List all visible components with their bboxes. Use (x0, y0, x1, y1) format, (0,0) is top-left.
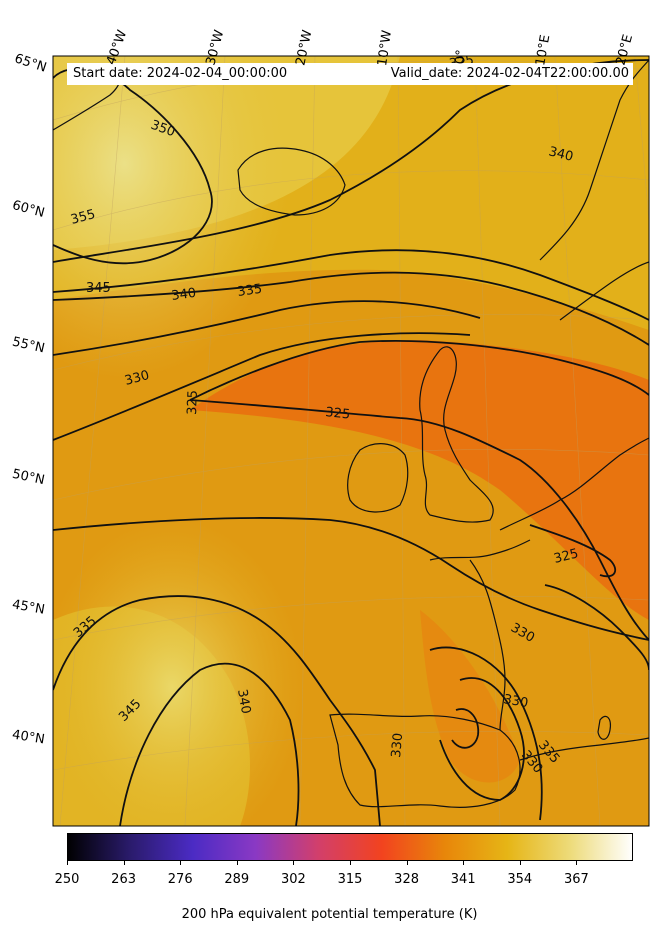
start-date-text: Start date: 2024-02-04_00:00:00 (73, 66, 288, 81)
colorbar-tick-label: 289 (224, 872, 250, 887)
colorbar-tick-mark (123, 861, 125, 865)
colorbar-tick-mark (293, 861, 295, 865)
colorbar-tick-label: 302 (280, 872, 306, 887)
contour-label: 330 (123, 368, 151, 389)
contour-label: 325 (552, 546, 580, 567)
contour-label: 340 (170, 286, 197, 304)
map-frame (52, 55, 650, 827)
contour-label: 340 (234, 688, 253, 715)
colorbar-tick-mark (576, 861, 578, 865)
colorbar-tick-label: 250 (54, 872, 80, 887)
map-field: 350 355 345 340 335 330 325 325 340 325 … (53, 56, 649, 826)
colorbar (67, 833, 633, 861)
colorbar-tick-mark (180, 861, 182, 865)
colorbar-tick-mark (519, 861, 521, 865)
colorbar-tick-label: 341 (450, 872, 476, 887)
valid-date-text: Valid_date: 2024-02-04T22:00:00.00 (390, 66, 629, 81)
colorbar-tick-mark (67, 861, 68, 865)
colorbar-fill (67, 833, 633, 861)
contour-label: 345 (86, 281, 111, 296)
colorbar-tick-label: 315 (337, 872, 363, 887)
contour-label: 325 (325, 405, 351, 423)
contour-label: 330 (502, 692, 529, 711)
colorbar-label: 200 hPa equivalent potential temperature… (181, 907, 478, 922)
contour-label: 355 (69, 207, 97, 228)
contour-label: 330 (389, 732, 406, 758)
contour-label: 340 (547, 144, 575, 165)
colorbar-tick-label: 276 (167, 872, 193, 887)
colorbar-tick-mark (463, 861, 465, 865)
colorbar-tick-label: 367 (563, 872, 589, 887)
date-header: Start date: 2024-02-04_00:00:00 Valid_da… (67, 63, 633, 85)
colorbar-tick-mark (350, 861, 351, 865)
contour-label: 335 (236, 282, 263, 300)
colorbar-tick-mark (406, 861, 408, 865)
contour-label: 325 (185, 390, 201, 415)
colorbar-tick-label: 263 (111, 872, 137, 887)
colorbar-tick-label: 328 (394, 872, 420, 887)
graticule (53, 56, 649, 826)
longitude-label: 0° (453, 48, 470, 65)
colorbar-tick-label: 354 (507, 872, 533, 887)
colorbar-tick-mark (236, 861, 238, 865)
